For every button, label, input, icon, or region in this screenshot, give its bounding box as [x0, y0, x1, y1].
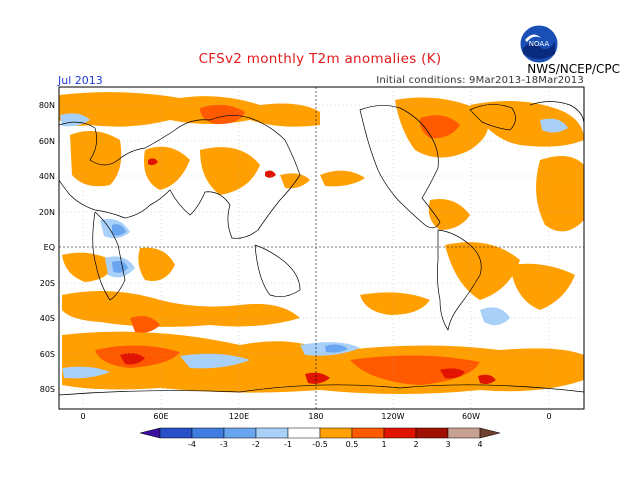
colorbar-segment	[383, 427, 417, 439]
initial-conditions: Initial conditions: 9Mar2013-18Mar2013	[376, 75, 584, 86]
lat-label: 80N	[39, 101, 55, 110]
lat-label: 20S	[40, 279, 55, 288]
colorbar-segment	[447, 427, 481, 439]
lon-label: 180	[308, 412, 323, 421]
latitude-labels: 80N 60N 40N 20N EQ 20S 40S 60S 80S	[39, 101, 55, 394]
lat-label: 40S	[40, 314, 55, 323]
lat-label: 20N	[39, 208, 55, 217]
lon-label: 60W	[462, 412, 480, 421]
map-frame	[58, 86, 585, 410]
chart-title: CFSv2 monthly T2m anomalies (K)	[198, 51, 442, 67]
colorbar-segment	[415, 427, 449, 439]
colorbar-label: 2	[413, 440, 418, 449]
lat-label: 40N	[39, 172, 55, 181]
lon-label: 120E	[229, 412, 249, 421]
colorbar-max-arrow	[479, 427, 501, 439]
anomaly-shading	[59, 87, 584, 409]
lon-label: 120W	[381, 412, 404, 421]
colorbar-label: -4	[188, 440, 196, 449]
lat-label: EQ	[44, 243, 55, 252]
colorbar-segment	[191, 427, 225, 439]
strong-warm-regions	[120, 158, 496, 384]
colorbar-segment	[255, 427, 289, 439]
colorbar-label: -2	[252, 440, 260, 449]
reference-lines	[59, 87, 584, 409]
colorbar-segment	[159, 427, 193, 439]
colorbar-label: 4	[477, 440, 482, 449]
forecast-period: Jul 2013	[58, 74, 103, 87]
graticule	[59, 87, 584, 409]
lat-label: 60S	[40, 350, 55, 359]
colorbar-segment	[287, 427, 321, 439]
colorbar-label: -1	[284, 440, 292, 449]
colorbar-label: 0.5	[346, 440, 359, 449]
colorbar-label: 1	[381, 440, 386, 449]
agency-label: NWS/NCEP/CPC	[527, 62, 620, 76]
moderate-cool-regions	[112, 224, 348, 353]
lat-label: 80S	[40, 385, 55, 394]
lon-label: 60E	[153, 412, 168, 421]
colorbar-label: -0.5	[312, 440, 328, 449]
lon-label: 0	[80, 412, 85, 421]
colorbar-min-arrow	[139, 427, 161, 439]
colorbar-segment	[319, 427, 353, 439]
coastlines	[59, 101, 584, 396]
colorbar-label: -3	[220, 440, 228, 449]
noaa-logo: NOAA	[519, 24, 559, 64]
longitude-labels: 0 60E 120E 180 120W 60W 0	[80, 412, 551, 421]
colorbar: -4 -3 -2 -1 -0.5 0.5 1 2 3 4	[139, 427, 501, 449]
colorbar-segment	[223, 427, 257, 439]
colorbar-segment	[351, 427, 385, 439]
lon-label: 0	[546, 412, 551, 421]
colorbar-label: 3	[445, 440, 450, 449]
lat-label: 60N	[39, 137, 55, 146]
logo-text: NOAA	[529, 40, 550, 48]
